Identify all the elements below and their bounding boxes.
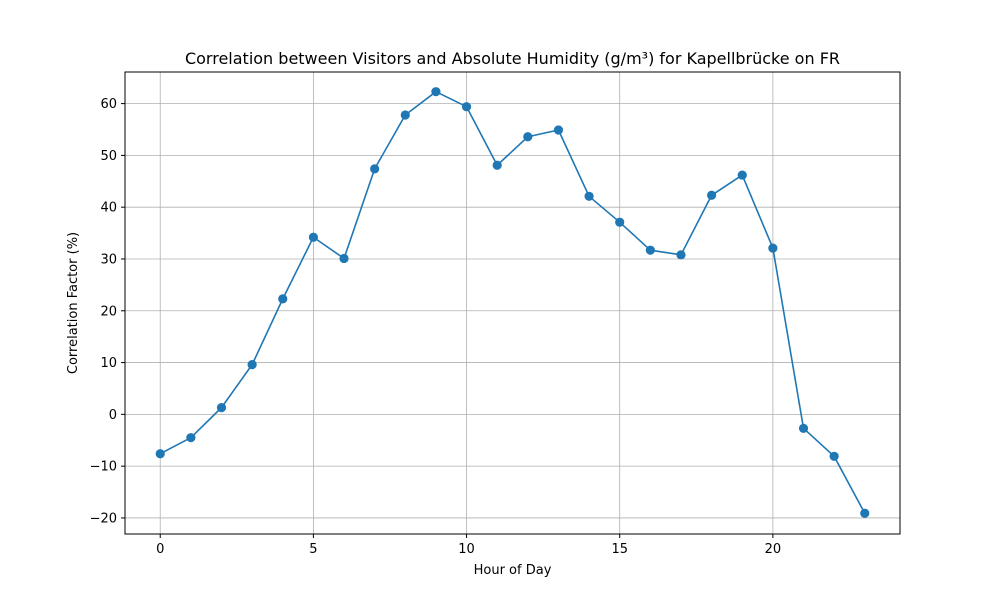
chart-title: Correlation between Visitors and Absolut… xyxy=(185,49,840,68)
data-point xyxy=(860,508,870,518)
data-point xyxy=(186,433,196,443)
plot-area xyxy=(125,72,900,534)
x-tick-label: 15 xyxy=(611,542,628,557)
x-tick-label: 0 xyxy=(156,542,164,557)
y-tick-label: 50 xyxy=(100,149,117,164)
y-tick-label: −20 xyxy=(90,511,117,526)
y-tick-label: −10 xyxy=(90,460,117,475)
data-point xyxy=(707,190,717,200)
x-tick-label: 10 xyxy=(458,542,475,557)
data-point xyxy=(370,164,380,174)
plot-frame xyxy=(124,71,901,535)
x-axis-ticks: 0 5 10 15 20 xyxy=(156,534,781,557)
y-tick-label: 20 xyxy=(100,304,117,319)
y-tick-label: 60 xyxy=(100,97,117,112)
y-tick-label: 0 xyxy=(109,408,117,423)
y-tick-label: 40 xyxy=(100,201,117,216)
data-point xyxy=(278,294,288,304)
data-point xyxy=(829,451,839,461)
series-layer xyxy=(155,87,870,518)
data-point xyxy=(492,160,502,170)
data-point xyxy=(615,217,625,227)
y-axis-ticks: −20 −10 0 10 20 30 40 50 60 xyxy=(90,97,125,526)
data-point xyxy=(768,243,778,253)
data-point xyxy=(676,250,686,260)
data-point xyxy=(400,110,410,120)
data-point xyxy=(553,125,564,135)
x-axis-title: Hour of Day xyxy=(474,563,552,578)
x-tick-label: 20 xyxy=(765,542,782,557)
data-point xyxy=(308,232,318,242)
data-point xyxy=(737,170,747,180)
data-point xyxy=(155,449,165,459)
y-axis-title: Correlation Factor (%) xyxy=(66,232,81,374)
data-point xyxy=(798,423,809,433)
data-point xyxy=(247,360,257,370)
data-point xyxy=(339,253,349,264)
data-point xyxy=(461,102,472,112)
data-point xyxy=(523,132,533,142)
data-point xyxy=(216,403,227,413)
x-tick-label: 5 xyxy=(309,542,317,557)
y-tick-label: 10 xyxy=(100,356,117,371)
series-line xyxy=(159,90,866,514)
data-point xyxy=(431,87,441,97)
data-point xyxy=(645,245,655,255)
data-point xyxy=(584,191,594,201)
y-tick-label: 30 xyxy=(100,252,117,267)
